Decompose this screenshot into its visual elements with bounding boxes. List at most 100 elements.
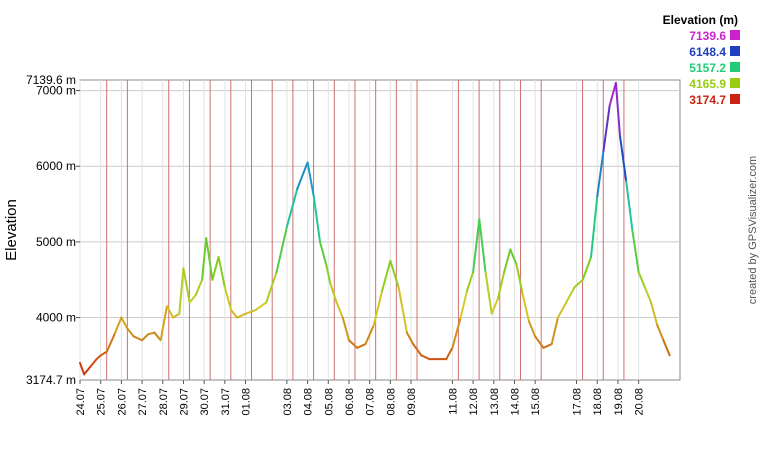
y-tick-label: 7000 m: [36, 84, 76, 98]
y-tick-label: 5000 m: [36, 235, 76, 249]
elevation-segment: [217, 256, 226, 289]
elevation-segment: [329, 282, 338, 304]
elevation-segment: [614, 81, 621, 137]
x-tick-label: 25.07: [96, 388, 108, 416]
elevation-segment: [254, 301, 268, 311]
elevation-segment: [364, 324, 375, 346]
legend-swatch: [730, 46, 740, 56]
x-tick-label: 18.08: [592, 388, 604, 416]
elevation-segment: [478, 218, 487, 274]
legend: Elevation (m) 7139.6 6148.4 5157.2 4165.9 31…: [663, 13, 740, 107]
elevation-segment: [126, 327, 135, 338]
elevation-segment: [381, 259, 392, 293]
x-tick-label: 14.08: [509, 388, 521, 416]
legend-value: 5157.2: [689, 61, 726, 75]
elevation-segment: [521, 293, 530, 323]
y-max-label: 7139.6 m: [26, 73, 76, 87]
x-tick-label: 19.08: [613, 388, 625, 416]
x-tick-label: 01.08: [241, 388, 253, 416]
elevation-segment: [319, 240, 328, 266]
legend-title: Elevation (m): [663, 13, 738, 27]
elevation-segment: [165, 305, 175, 319]
x-tick-label: 07.08: [365, 388, 377, 416]
elevation-segment: [602, 104, 611, 153]
elevation-segment: [465, 271, 475, 293]
legend-value: 3174.7: [689, 93, 726, 107]
x-tick-label: 17.08: [572, 388, 584, 416]
x-tick-label: 06.08: [344, 388, 356, 416]
elevation-segment: [89, 358, 98, 368]
elevation-segment: [503, 248, 512, 274]
elevation-segment: [412, 343, 423, 357]
segment-markers: [106, 80, 625, 380]
elevation-segment: [405, 331, 415, 346]
x-axis: 24.07 25.07 26.07 27.07 28.07 29.07 30.07 31.07…: [75, 380, 646, 416]
elevation-segment: [581, 256, 593, 281]
elevation-segment: [445, 346, 454, 361]
elevation-segment: [285, 187, 299, 228]
elevation-segment: [83, 365, 92, 376]
x-tick-label: 30.07: [199, 388, 211, 416]
elevation-segment: [141, 333, 150, 342]
y-min-label: 3174.7 m: [26, 373, 76, 387]
x-tick-label: 26.07: [116, 388, 128, 416]
elevation-segment: [275, 225, 288, 274]
elevation-segment: [159, 305, 168, 342]
elevation-segment: [509, 248, 518, 266]
elevation-segment: [230, 308, 239, 319]
elevation-segment: [79, 361, 86, 376]
elevation-segment: [472, 218, 481, 274]
x-tick-label: 09.08: [406, 388, 418, 416]
elevation-segment: [172, 312, 181, 319]
elevation-segment: [619, 134, 628, 183]
x-tick-label: 11.08: [447, 388, 459, 415]
elevation-segment: [132, 335, 144, 342]
elevation-segment: [490, 297, 499, 315]
elevation-segment: [244, 308, 257, 315]
elevation-segment: [182, 267, 191, 304]
elevation-segment: [451, 316, 462, 349]
y-axis-title: Elevation: [3, 199, 20, 261]
elevation-segment: [643, 286, 653, 304]
legend-value: 7139.6: [689, 29, 726, 43]
elevation-segment: [153, 331, 162, 342]
legend-swatch: [730, 94, 740, 104]
legend-value: 4165.9: [689, 77, 726, 91]
y-tick-label: 6000 m: [36, 159, 76, 173]
elevation-segment: [484, 271, 493, 315]
elevation-segment: [296, 161, 309, 190]
x-tick-label: 03.08: [282, 388, 294, 416]
elevation-segment: [236, 312, 247, 319]
elevation-segment: [631, 229, 640, 274]
elevation-segment: [105, 331, 117, 353]
elevation-segment: [565, 286, 576, 304]
credit-text: created by GPSVisualizer.com: [747, 156, 759, 304]
x-tick-label: 04.08: [303, 388, 315, 416]
elevation-line: [79, 81, 671, 376]
elevation-segment: [188, 293, 197, 304]
elevation-segment: [306, 161, 315, 198]
legend-swatch: [730, 30, 740, 40]
x-tick-label: 31.07: [220, 388, 232, 416]
elevation-segment: [99, 350, 108, 357]
legend-value: 6148.4: [689, 45, 726, 59]
x-tick-label: 28.07: [158, 388, 170, 416]
elevation-segment: [397, 286, 408, 334]
plot-area: [79, 79, 681, 381]
elevation-segment: [194, 278, 204, 296]
x-tick-label: 29.07: [178, 388, 190, 416]
elevation-segment: [201, 237, 208, 281]
legend-swatch: [730, 78, 740, 88]
elevation-segment: [656, 324, 665, 342]
elevation-segment: [515, 263, 524, 296]
elevation-segment: [389, 259, 400, 289]
elevation-segment: [223, 286, 233, 311]
elevation-segment: [637, 271, 646, 289]
elevation-segment: [590, 195, 599, 259]
elevation-segment: [420, 354, 431, 361]
elevation-segment: [341, 316, 350, 342]
elevation-segment: [312, 195, 321, 243]
elevation-segment: [573, 278, 584, 289]
